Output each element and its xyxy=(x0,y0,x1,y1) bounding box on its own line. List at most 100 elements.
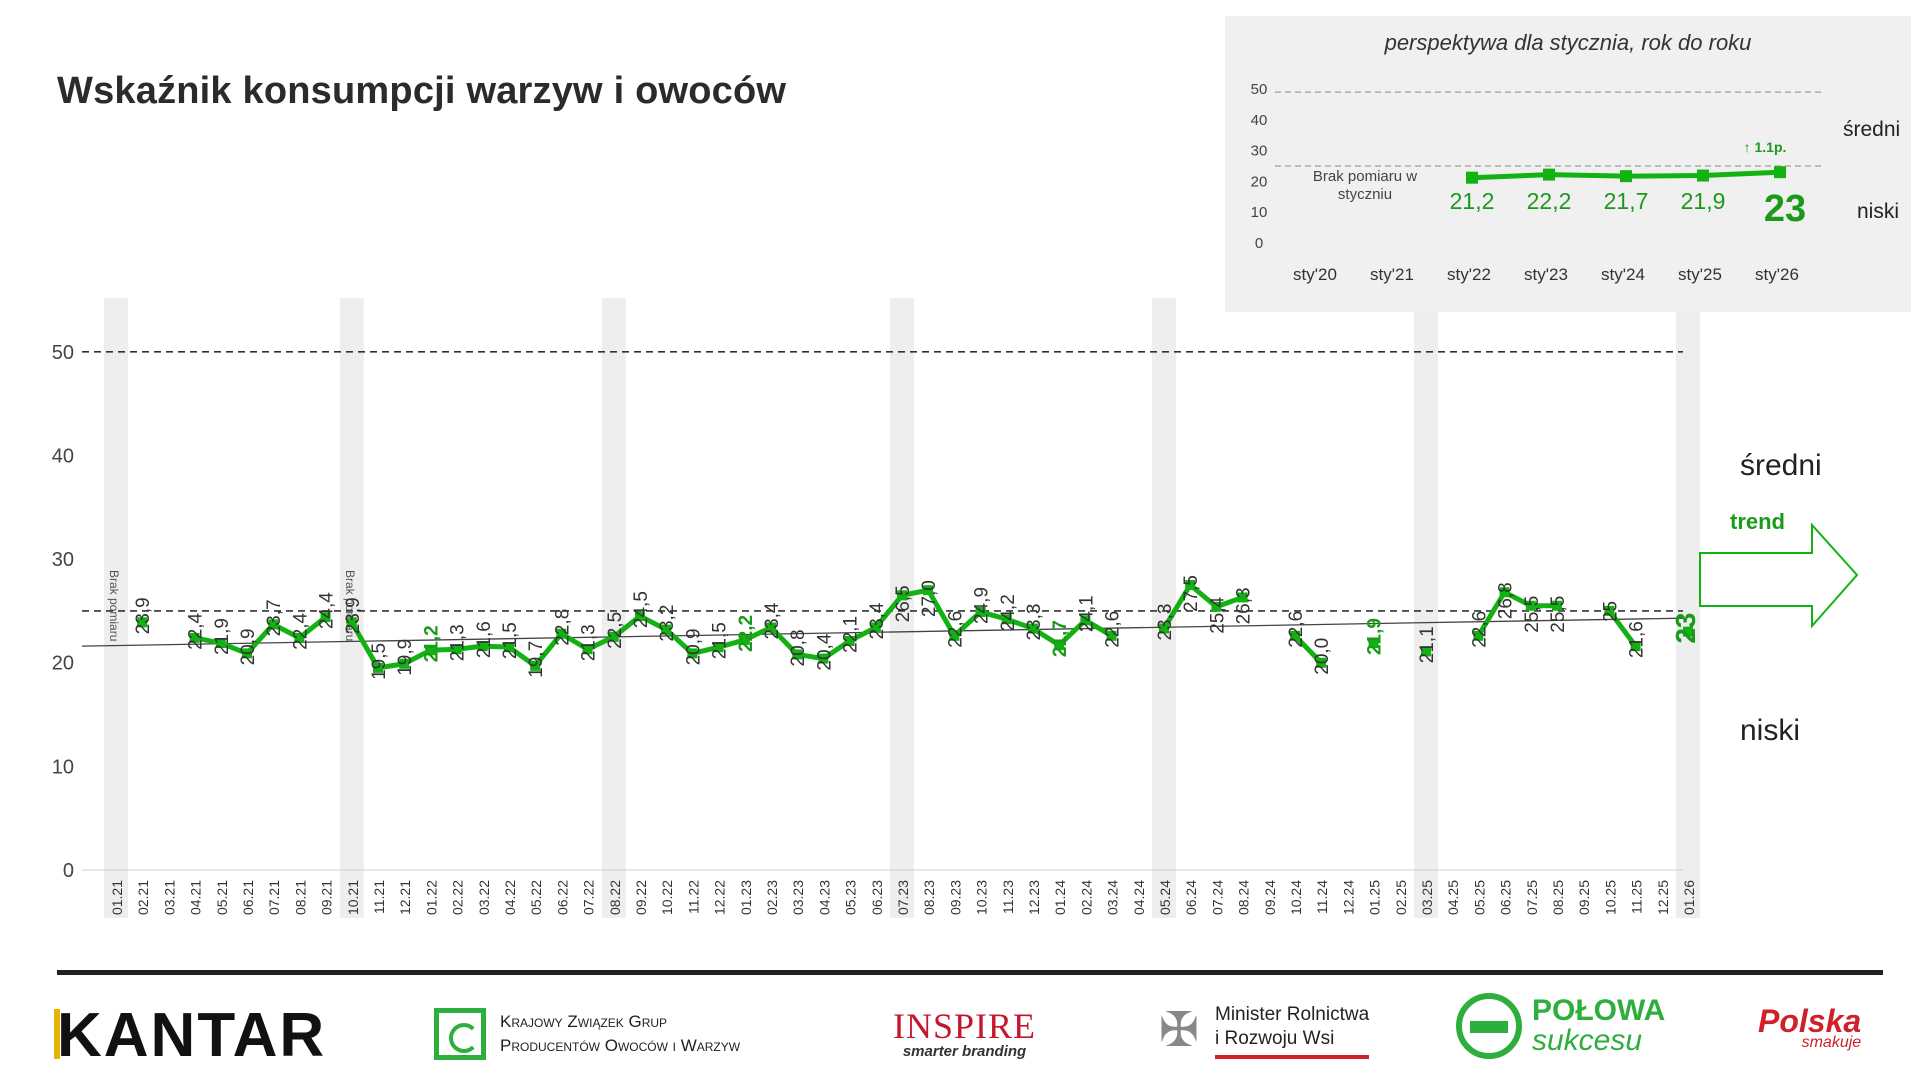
inset-data-point xyxy=(1620,170,1632,183)
inset-x-tick-label: sty'24 xyxy=(1601,265,1645,284)
trend-arrow-icon xyxy=(1699,522,1859,629)
data-point xyxy=(1630,641,1641,652)
x-tick-label: 12.23 xyxy=(1026,880,1042,915)
data-label: 21,9 xyxy=(1365,618,1386,655)
x-tick-label: 09.23 xyxy=(947,880,963,915)
data-label: 19,9 xyxy=(395,639,416,676)
x-tick-label: 01.21 xyxy=(109,880,125,915)
x-tick-label: 01.26 xyxy=(1681,880,1697,915)
inset-y-tick-label: 0 xyxy=(1255,235,1263,252)
data-point xyxy=(818,653,829,664)
data-point xyxy=(425,645,436,656)
data-point xyxy=(294,632,305,643)
inspire-name: INSPIRE xyxy=(893,1006,1037,1046)
x-tick-label: 04.23 xyxy=(816,880,832,915)
inset-panel: perspektywa dla stycznia, rok do roku 0 1… xyxy=(1225,16,1911,312)
x-tick-label: 06.24 xyxy=(1183,880,1199,915)
data-label: 22,6 xyxy=(1103,611,1124,648)
data-label: 19,5 xyxy=(369,643,390,680)
x-tick-label: 01.23 xyxy=(738,880,754,915)
x-tick-label: 08.25 xyxy=(1550,880,1566,915)
x-tick-label: 03.23 xyxy=(790,880,806,915)
data-label: 21,1 xyxy=(1417,626,1438,663)
x-tick-label: 11.24 xyxy=(1314,880,1330,914)
inset-data-label: 21,9 xyxy=(1681,188,1726,214)
x-tick-label: 11.22 xyxy=(685,880,701,914)
data-label: 21,7 xyxy=(1050,620,1071,657)
x-tick-label: 09.21 xyxy=(319,880,335,915)
x-tick-label: 06.25 xyxy=(1498,880,1514,915)
inset-data-label: 21,2 xyxy=(1450,188,1495,214)
data-point xyxy=(687,648,698,659)
y-tick-label: 10 xyxy=(52,756,74,778)
no-measurement-label: Brak pomiaru xyxy=(107,570,121,641)
data-point xyxy=(1054,640,1065,651)
polowa-mark-icon xyxy=(1456,993,1522,1059)
x-tick-label: 05.21 xyxy=(214,880,230,915)
inset-y-tick-label: 50 xyxy=(1251,81,1268,98)
inset-data-point xyxy=(1543,168,1555,181)
data-label: 23,4 xyxy=(867,602,888,639)
data-label: 20,0 xyxy=(1312,638,1333,675)
no-measurement-column xyxy=(1414,298,1438,918)
data-point xyxy=(346,617,357,628)
x-tick-label: 02.21 xyxy=(135,880,151,915)
data-point xyxy=(137,617,148,628)
data-point xyxy=(451,644,462,655)
x-tick-label: 05.24 xyxy=(1157,880,1173,915)
inset-zone-label-high: średni xyxy=(1843,118,1900,141)
inset-x-tick-label: sty'23 xyxy=(1524,265,1568,284)
x-tick-label: 09.22 xyxy=(633,880,649,915)
data-point xyxy=(1316,657,1327,668)
zone-label-high: średni xyxy=(1740,449,1822,482)
data-point xyxy=(1001,614,1012,625)
data-point xyxy=(530,660,541,671)
data-label: 19,7 xyxy=(526,641,547,678)
data-point xyxy=(661,624,672,635)
data-point xyxy=(215,638,226,649)
x-tick-label: 02.24 xyxy=(1078,880,1094,915)
kzgp-logo: Krajowy Związek Grup Producentów Owoców … xyxy=(434,1008,740,1060)
x-tick-label: 07.25 xyxy=(1524,880,1540,915)
x-tick-label: 12.22 xyxy=(712,880,728,915)
ministry-logo: ✠ Minister Rolnictwa i Rozwoju Wsi xyxy=(1153,1000,1370,1062)
x-tick-label: 10.22 xyxy=(659,880,675,915)
data-label: 27,5 xyxy=(1181,575,1202,612)
data-point xyxy=(1525,600,1536,611)
data-point xyxy=(320,612,331,623)
ministry-line-2: i Rozwoju Wsi xyxy=(1215,1028,1335,1049)
x-tick-label: 05.25 xyxy=(1471,880,1487,915)
inset-y-tick-label: 20 xyxy=(1251,173,1268,190)
data-point xyxy=(373,662,383,673)
inset-x-tick-label: sty'20 xyxy=(1293,265,1337,284)
x-tick-label: 06.23 xyxy=(869,880,885,915)
x-tick-label: 11.21 xyxy=(371,880,387,914)
data-label: 20,9 xyxy=(683,628,704,665)
inset-data-point xyxy=(1774,166,1786,179)
x-tick-label: 10.21 xyxy=(345,880,361,915)
data-point xyxy=(844,635,855,646)
inset-data-point xyxy=(1697,169,1709,182)
inset-data-label: 22,2 xyxy=(1527,188,1572,214)
ministry-line-1: Minister Rolnictwa xyxy=(1215,1004,1370,1025)
data-label: 24,1 xyxy=(1076,595,1097,632)
polowa-line-1: POŁOWA xyxy=(1532,994,1666,1027)
data-point xyxy=(1290,630,1300,641)
x-tick-label: 07.21 xyxy=(266,880,282,915)
inset-missing-note: Brak pomiaru w xyxy=(1313,168,1417,185)
polska-line-1: Polska xyxy=(1758,1003,1862,1039)
data-label: 25,5 xyxy=(1522,596,1543,633)
data-point xyxy=(1683,626,1693,637)
data-label: 24,9 xyxy=(972,587,993,624)
eagle-emblem-icon: ✠ xyxy=(1158,1004,1200,1057)
x-tick-label: 12.25 xyxy=(1655,880,1671,915)
data-label: 21,9 xyxy=(212,618,233,655)
x-tick-label: 11.23 xyxy=(1000,880,1016,914)
polska-line-2: smakuje xyxy=(1801,1034,1862,1051)
inset-x-tick-label: sty'22 xyxy=(1447,265,1491,284)
data-point xyxy=(1185,580,1196,590)
x-tick-label: 04.21 xyxy=(188,880,204,915)
data-label: 23,9 xyxy=(133,597,154,634)
data-label: 20,9 xyxy=(238,628,259,665)
data-label: 21,6 xyxy=(474,621,495,658)
